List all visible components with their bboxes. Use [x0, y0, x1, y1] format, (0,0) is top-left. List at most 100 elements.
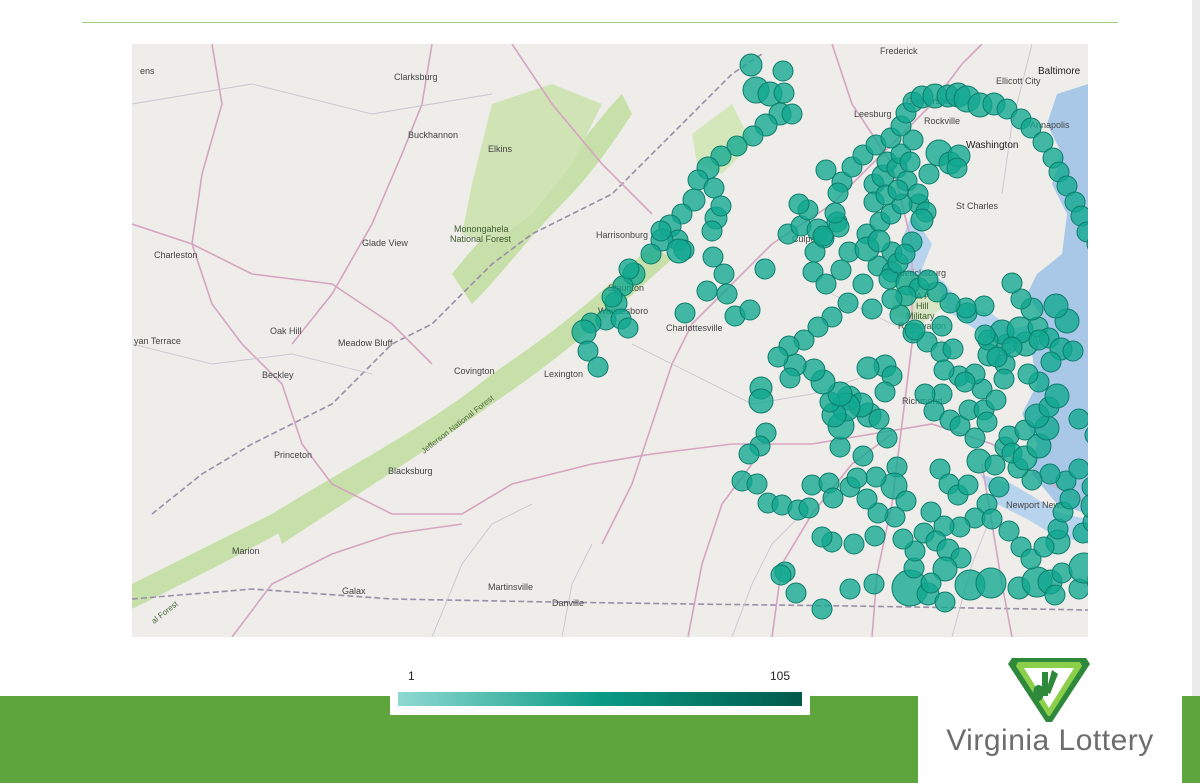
retailer-bubble[interactable] — [1028, 329, 1050, 351]
retailer-bubble[interactable] — [942, 338, 964, 360]
retailer-bubble[interactable] — [993, 368, 1015, 390]
retailer-bubble[interactable] — [815, 159, 837, 181]
retailer-bubble[interactable] — [738, 443, 760, 465]
retailer-bubble[interactable] — [770, 564, 792, 586]
retailer-bubble[interactable] — [1043, 293, 1069, 319]
retailer-bubble[interactable] — [946, 157, 968, 179]
retailer-bubble[interactable] — [1020, 117, 1042, 139]
retailer-bubble[interactable] — [985, 389, 1007, 411]
retailer-bubble[interactable] — [1001, 336, 1023, 358]
retailer-bubble[interactable] — [887, 179, 909, 201]
retailer-bubble[interactable] — [640, 243, 662, 265]
retailer-bubble[interactable] — [811, 526, 833, 548]
retailer-bubble[interactable] — [988, 476, 1010, 498]
retailer-bubble[interactable] — [827, 182, 849, 204]
retailer-bubble[interactable] — [779, 367, 801, 389]
retailer-bubble[interactable] — [618, 258, 640, 280]
retailer-bubble[interactable] — [1080, 493, 1088, 519]
retailer-bubble[interactable] — [974, 324, 996, 346]
retailer-bubble[interactable] — [1068, 408, 1088, 430]
retailer-bubble[interactable] — [867, 502, 889, 524]
retailer-bubble[interactable] — [920, 572, 942, 594]
retailer-bubble[interactable] — [904, 319, 926, 341]
retailer-bubble[interactable] — [807, 316, 829, 338]
retailer-bubble[interactable] — [1044, 383, 1070, 409]
retailer-bubble[interactable] — [981, 508, 1003, 530]
retailer-bubble[interactable] — [837, 292, 859, 314]
retailer-bubble[interactable] — [1040, 351, 1062, 373]
retailer-bubble[interactable] — [874, 381, 896, 403]
retailer-bubble[interactable] — [865, 466, 887, 488]
retailer-bubble[interactable] — [846, 467, 868, 489]
retailer-bubble[interactable] — [1020, 548, 1042, 570]
retailer-bubble[interactable] — [843, 533, 865, 555]
retailer-bubble[interactable] — [788, 193, 810, 215]
retailer-bubble[interactable] — [1044, 584, 1066, 606]
retailer-bubble[interactable] — [739, 299, 761, 321]
retailer-bubble[interactable] — [716, 283, 738, 305]
retailer-bubble[interactable] — [701, 220, 723, 242]
retailer-bubble[interactable] — [824, 202, 846, 224]
retailer-bubble[interactable] — [923, 400, 945, 422]
retailer-bubble[interactable] — [1001, 272, 1023, 294]
retailer-bubble[interactable] — [1021, 469, 1043, 491]
retailer-bubble[interactable] — [798, 497, 820, 519]
retailer-bubble[interactable] — [1086, 234, 1088, 254]
retailer-bubble[interactable] — [986, 346, 1008, 368]
retailer-bubble[interactable] — [910, 208, 934, 232]
retailer-bubble[interactable] — [867, 229, 891, 253]
retailer-bubble[interactable] — [863, 573, 885, 595]
retailer-bubble[interactable] — [827, 381, 853, 407]
retailer-bubble[interactable] — [742, 125, 764, 147]
retailer-bubble[interactable] — [739, 53, 763, 77]
retailer-bubble[interactable] — [767, 346, 789, 368]
retailer-bubble[interactable] — [802, 358, 826, 382]
retailer-bubble[interactable] — [781, 103, 803, 125]
retailer-bubble[interactable] — [650, 220, 672, 242]
retailer-bubble[interactable] — [1039, 463, 1061, 485]
retailer-bubble[interactable] — [895, 490, 917, 512]
retailer-bubble[interactable] — [829, 436, 851, 458]
retailer-bubble[interactable] — [902, 129, 924, 151]
retailer-bubble[interactable] — [917, 269, 939, 291]
retailer-bubble[interactable] — [772, 60, 794, 82]
retailer-bubble[interactable] — [964, 427, 986, 449]
retailer-bubble[interactable] — [852, 445, 874, 467]
retailer-bubble[interactable] — [1032, 131, 1054, 153]
retailer-bubble[interactable] — [931, 315, 953, 337]
retailer-bubble[interactable] — [976, 411, 998, 433]
retailer-bubble[interactable] — [949, 415, 971, 437]
retailer-bubble[interactable] — [1068, 458, 1088, 480]
retailer-bubble[interactable] — [861, 298, 883, 320]
retailer-bubble[interactable] — [852, 273, 874, 295]
retailer-bubble[interactable] — [957, 474, 979, 496]
retailer-bubble[interactable] — [876, 427, 898, 449]
retailer-bubble[interactable] — [856, 356, 880, 380]
retailer-bubble[interactable] — [703, 177, 725, 199]
retailer-bubble[interactable] — [577, 340, 599, 362]
retailer-bubble[interactable] — [868, 408, 890, 430]
retailer-bubble[interactable] — [864, 525, 886, 547]
retailer-bubble[interactable] — [702, 246, 724, 268]
retailer-bubble[interactable] — [954, 371, 976, 393]
retailer-bubble[interactable] — [918, 163, 940, 185]
retailer-bubble[interactable] — [920, 501, 942, 523]
retailer-bubble[interactable] — [713, 263, 735, 285]
retailer-bubble[interactable] — [1010, 288, 1032, 310]
retailer-bubble[interactable] — [973, 295, 995, 317]
retailer-bubble[interactable] — [815, 273, 837, 295]
retailer-bubble[interactable] — [830, 259, 852, 281]
retailer-bubble[interactable] — [785, 582, 807, 604]
retailer-bubble[interactable] — [748, 388, 774, 414]
retailer-bubble[interactable] — [773, 82, 795, 104]
retailer-bubble[interactable] — [1082, 512, 1088, 532]
retailer-bubble[interactable] — [1068, 552, 1088, 584]
retailer-bubble[interactable] — [881, 288, 903, 310]
retailer-bubble[interactable] — [1059, 488, 1081, 510]
retailer-bubble[interactable] — [1062, 340, 1084, 362]
retailer-bubble[interactable] — [932, 556, 958, 582]
retailer-bubble[interactable] — [682, 188, 706, 212]
retailer-bubble[interactable] — [907, 183, 929, 205]
retailer-bubble[interactable] — [839, 578, 861, 600]
retailer-bubble[interactable] — [710, 195, 732, 217]
